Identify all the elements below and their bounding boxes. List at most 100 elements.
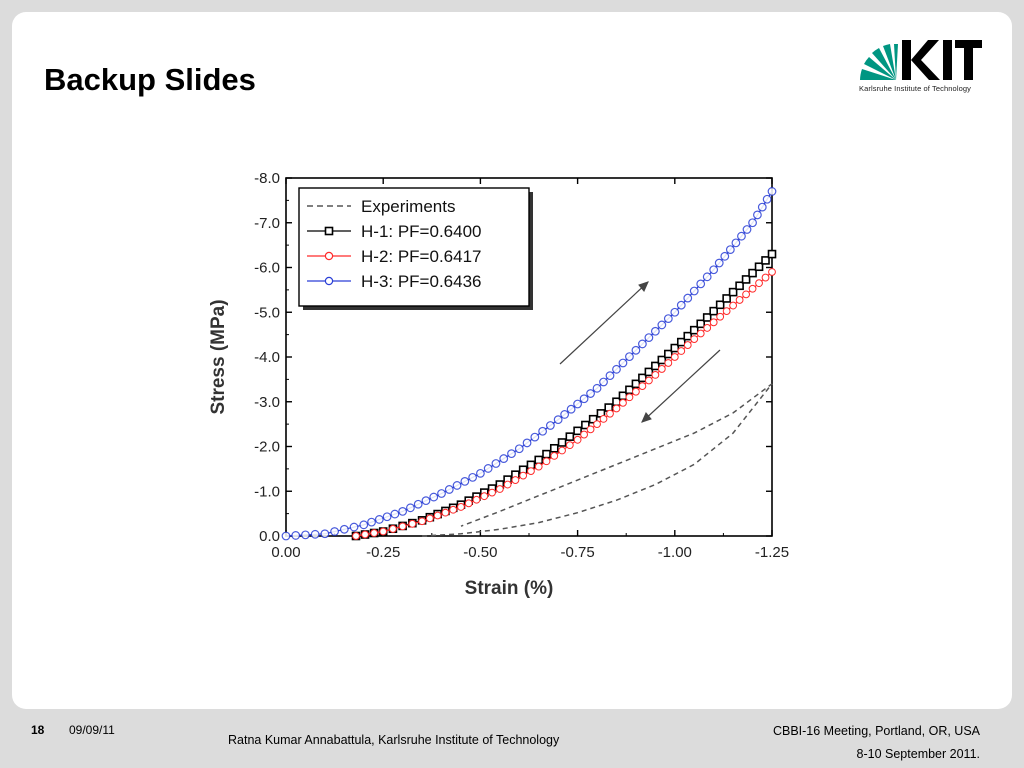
y-tick-label: -4.0 <box>254 349 280 366</box>
h3-marker <box>330 527 340 536</box>
h2-marker <box>735 296 744 304</box>
h2-marker <box>418 517 426 526</box>
kit-logo-mark <box>860 40 982 80</box>
h3-marker <box>413 499 423 509</box>
h3-marker <box>676 300 686 310</box>
h3-marker <box>320 529 330 539</box>
h3-marker <box>444 485 454 494</box>
h2-marker <box>651 371 660 379</box>
legend-label: H-1: PF=0.6400 <box>361 222 482 241</box>
h2-marker <box>580 430 588 439</box>
h2-marker <box>664 359 673 367</box>
h2-marker <box>488 488 496 497</box>
x-tick-label: -1.00 <box>658 544 692 561</box>
h3-marker <box>696 279 706 289</box>
h3-marker <box>421 496 431 506</box>
h2-marker <box>593 420 601 429</box>
chart-svg: 0.00 -0.25 -0.50 -0.75 -1.00 -1.25 0.0 -1.0 -2.0… <box>208 170 789 599</box>
h3-marker <box>599 377 608 387</box>
h3-marker <box>631 345 641 355</box>
logo-subtitle: Karlsruhe Institute of Technology <box>859 84 971 93</box>
h3-marker <box>714 258 724 268</box>
h1-marker <box>741 275 751 284</box>
h2-marker <box>729 301 738 310</box>
h3-marker <box>460 477 470 486</box>
h2-marker <box>398 522 407 531</box>
h2-marker <box>503 480 512 489</box>
x-tick-label: -0.50 <box>463 544 497 561</box>
h3-marker <box>291 531 301 540</box>
h2-marker <box>408 519 417 528</box>
y-tick-label: -1.0 <box>254 483 280 500</box>
h3-marker <box>737 231 746 241</box>
h3-marker <box>429 492 439 502</box>
x-tick-label: -1.25 <box>755 544 789 561</box>
h3-marker <box>398 506 408 516</box>
h3-marker <box>310 529 320 539</box>
h2-marker <box>742 290 750 299</box>
h3-marker <box>437 489 446 498</box>
h3-marker <box>644 333 654 343</box>
legend-label: Experiments <box>361 197 455 216</box>
h1-marker <box>565 432 575 441</box>
h3-marker <box>709 265 719 275</box>
h3-marker <box>731 238 741 248</box>
h2-marker <box>495 485 504 493</box>
h2-marker <box>606 409 614 418</box>
h2-marker <box>550 451 559 460</box>
h3-marker <box>545 421 555 430</box>
footer: 18 09/09/11 Ratna Kumar Annabattula, Kar… <box>0 709 1024 768</box>
h3-marker <box>748 218 757 228</box>
h3-marker <box>522 438 532 448</box>
h2-marker <box>586 425 595 434</box>
h3-marker <box>530 432 540 442</box>
h2-marker <box>644 376 653 385</box>
h2-marker <box>703 324 712 332</box>
h3-marker <box>753 210 762 220</box>
page-title: Backup Slides <box>44 62 256 97</box>
h3-marker <box>612 364 621 374</box>
h3-marker <box>757 202 767 212</box>
h1-marker <box>664 349 673 359</box>
page-number: 18 <box>31 723 45 737</box>
y-tick-label: -5.0 <box>254 304 280 321</box>
h1-marker <box>735 281 744 291</box>
h1-marker <box>549 443 559 453</box>
h2-marker <box>625 393 634 402</box>
x-tick-label: -0.75 <box>560 544 594 561</box>
loading-arrow <box>559 281 649 365</box>
h3-marker <box>767 187 777 196</box>
h1-marker <box>657 355 667 365</box>
h2-marker <box>716 312 725 321</box>
h1-marker <box>534 455 544 465</box>
h3-marker <box>663 314 673 323</box>
h2-marker <box>433 511 442 520</box>
h3-marker <box>566 404 576 414</box>
h2-marker <box>619 398 627 407</box>
h3-marker <box>390 509 400 519</box>
h3-marker <box>349 522 359 532</box>
h3-marker <box>339 524 349 534</box>
h2-marker <box>599 415 608 423</box>
h3-marker <box>573 399 583 409</box>
h3-marker <box>657 320 667 330</box>
h3-marker <box>359 520 369 530</box>
unloading-arrow <box>641 349 721 423</box>
h3-marker <box>367 517 376 527</box>
footer-event-dates: 8-10 September 2011. <box>856 747 980 761</box>
h1-marker <box>542 449 551 459</box>
h2-marker <box>441 508 450 517</box>
h1-marker <box>761 256 770 265</box>
h3-marker <box>725 245 735 254</box>
h1-marker <box>696 319 706 329</box>
h2-marker <box>690 335 699 344</box>
h1-marker <box>557 438 567 447</box>
h1-marker <box>709 306 718 316</box>
h2-marker <box>527 467 535 476</box>
h3-marker <box>491 459 501 468</box>
series-line-experiments <box>422 383 773 537</box>
footer-event: CBBI-16 Meeting, Portland, OR, USA <box>772 724 980 738</box>
legend-box <box>298 187 530 307</box>
h1-marker <box>573 426 582 436</box>
h2-marker <box>361 530 369 539</box>
